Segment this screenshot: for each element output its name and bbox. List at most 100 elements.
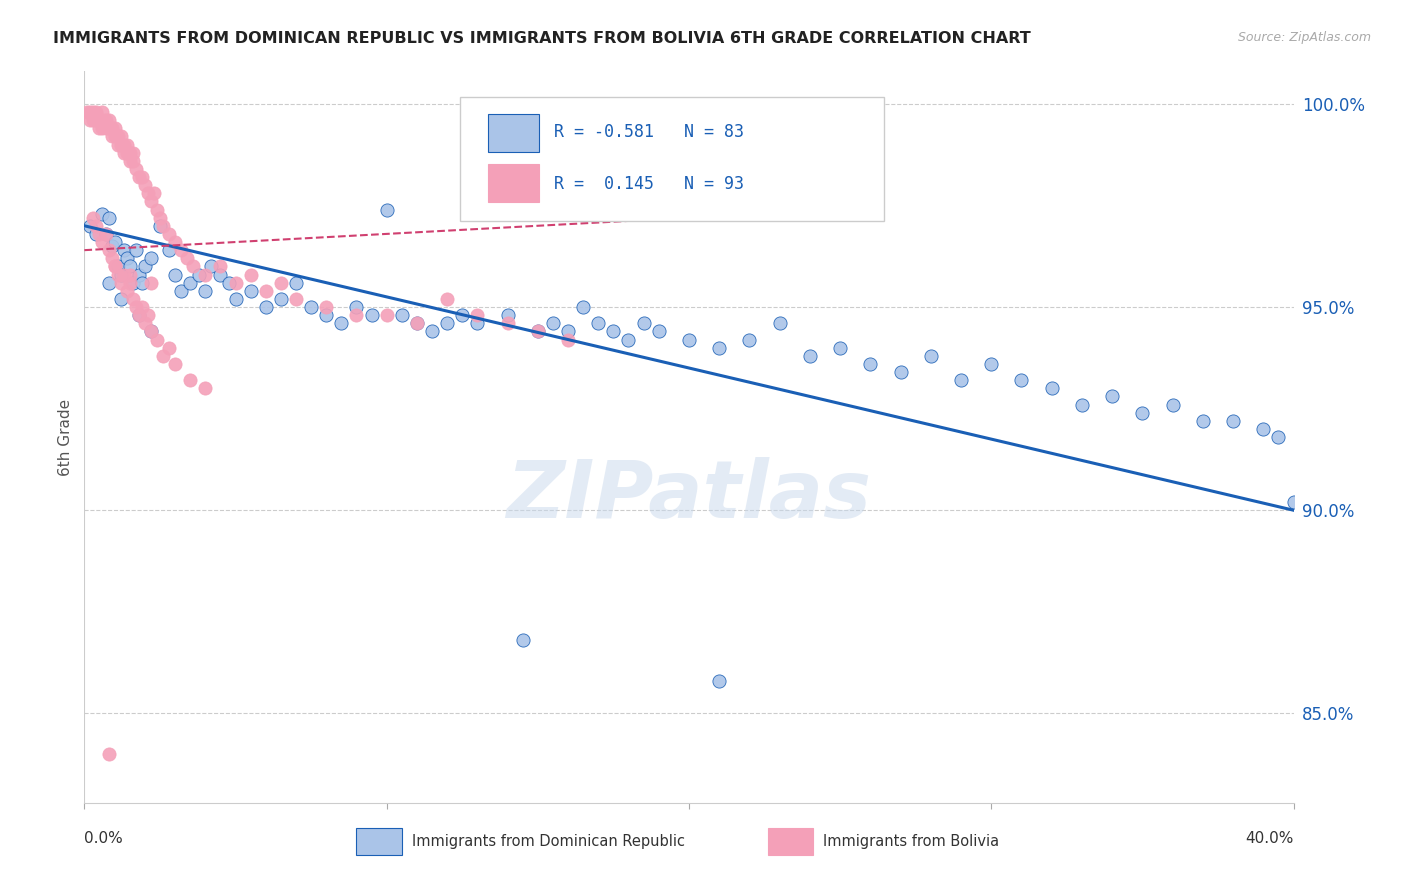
Point bbox=[188, 268, 211, 282]
Text: R = -0.581   N = 83: R = -0.581 N = 83 bbox=[554, 123, 744, 141]
Point bbox=[139, 194, 162, 209]
Y-axis label: 6th Grade: 6th Grade bbox=[58, 399, 73, 475]
Point bbox=[115, 137, 138, 152]
Point bbox=[121, 153, 143, 168]
FancyBboxPatch shape bbox=[460, 97, 883, 221]
Point bbox=[194, 284, 217, 298]
Point bbox=[239, 268, 262, 282]
Point bbox=[179, 276, 201, 290]
Point bbox=[139, 325, 162, 339]
Point bbox=[125, 243, 148, 257]
Point bbox=[149, 211, 172, 225]
Point bbox=[136, 308, 159, 322]
Point bbox=[209, 260, 232, 274]
Point bbox=[1192, 414, 1215, 428]
Point bbox=[225, 276, 247, 290]
Point bbox=[100, 129, 122, 144]
Text: R =  0.145   N = 93: R = 0.145 N = 93 bbox=[554, 175, 744, 193]
Point bbox=[134, 178, 156, 193]
Point bbox=[115, 145, 138, 160]
Point bbox=[110, 137, 132, 152]
Point bbox=[496, 308, 519, 322]
Point bbox=[375, 308, 398, 322]
Point bbox=[420, 325, 443, 339]
Point bbox=[315, 300, 337, 314]
Point bbox=[104, 235, 127, 249]
Point bbox=[134, 260, 156, 274]
Point bbox=[799, 349, 821, 363]
Point bbox=[375, 202, 398, 217]
Point bbox=[86, 227, 108, 241]
Text: 0.0%: 0.0% bbox=[84, 830, 124, 846]
Point bbox=[128, 308, 150, 322]
Point bbox=[200, 260, 222, 274]
Point bbox=[1040, 381, 1063, 395]
Point bbox=[94, 227, 117, 241]
Point bbox=[1101, 389, 1123, 403]
Text: 40.0%: 40.0% bbox=[1246, 830, 1294, 846]
Point bbox=[391, 308, 413, 322]
Point bbox=[97, 211, 120, 225]
Point bbox=[950, 373, 973, 387]
Point bbox=[254, 284, 277, 298]
Point bbox=[146, 333, 169, 347]
Bar bbox=[357, 828, 402, 855]
Point bbox=[181, 260, 204, 274]
Point bbox=[112, 243, 135, 257]
Point bbox=[859, 357, 882, 371]
Point bbox=[152, 349, 174, 363]
Point bbox=[194, 381, 217, 395]
Point bbox=[97, 276, 120, 290]
Point bbox=[104, 129, 127, 144]
Point bbox=[1222, 414, 1244, 428]
Point bbox=[107, 260, 129, 274]
Point bbox=[678, 333, 700, 347]
Point bbox=[115, 284, 138, 298]
Point bbox=[94, 227, 117, 241]
Point bbox=[115, 252, 138, 266]
Point bbox=[346, 308, 368, 322]
Point bbox=[170, 284, 193, 298]
Point bbox=[121, 276, 143, 290]
Point bbox=[112, 137, 135, 152]
Point bbox=[76, 105, 98, 120]
Bar bbox=[488, 163, 538, 202]
Point bbox=[110, 129, 132, 144]
Point bbox=[179, 373, 201, 387]
Point bbox=[79, 219, 101, 233]
Point bbox=[157, 341, 180, 355]
Point bbox=[97, 243, 120, 257]
Point bbox=[82, 211, 104, 225]
Point bbox=[285, 276, 308, 290]
Point bbox=[165, 268, 187, 282]
Point bbox=[436, 316, 458, 330]
Point bbox=[346, 300, 368, 314]
Point bbox=[94, 113, 117, 128]
Point bbox=[633, 316, 655, 330]
Point bbox=[91, 113, 114, 128]
Point bbox=[617, 333, 640, 347]
Bar bbox=[768, 828, 814, 855]
Point bbox=[299, 300, 322, 314]
Point bbox=[107, 268, 129, 282]
Point bbox=[128, 169, 150, 184]
Point bbox=[1130, 406, 1153, 420]
Point bbox=[769, 316, 792, 330]
Point bbox=[125, 300, 148, 314]
Point bbox=[254, 300, 277, 314]
Point bbox=[738, 333, 761, 347]
Point bbox=[97, 747, 120, 761]
Point bbox=[436, 292, 458, 306]
Point bbox=[91, 121, 114, 136]
Point bbox=[165, 357, 187, 371]
Point bbox=[1011, 373, 1033, 387]
Point bbox=[86, 105, 108, 120]
Point bbox=[527, 325, 550, 339]
Point bbox=[149, 219, 172, 233]
Point bbox=[1071, 398, 1094, 412]
Point bbox=[270, 292, 292, 306]
Point bbox=[121, 145, 143, 160]
Point bbox=[709, 341, 731, 355]
Point bbox=[1253, 422, 1275, 436]
Point bbox=[157, 227, 180, 241]
